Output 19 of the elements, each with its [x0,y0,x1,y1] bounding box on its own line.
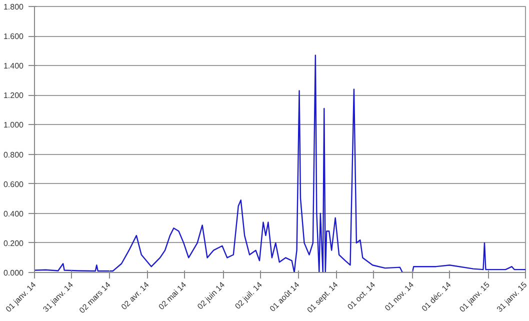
x-tick-label: 02 juil. 14 [233,280,264,311]
x-tick-label: 02 mai 14 [156,280,188,312]
y-tick-label: 0.800 [3,150,24,160]
y-tick-label: 0.000 [3,268,24,278]
y-tick-label: 0.200 [3,238,24,248]
x-tick-label: 02 avr. 14 [120,280,152,312]
x-tick-label: 02 juin 14 [196,280,228,312]
x-tick-label: 01 nov. 14 [383,280,416,313]
y-tick-label: 1.800 [3,2,24,12]
y-tick-label: 0.600 [3,180,24,189]
x-tick-label: 01 déc. 14 [420,280,454,314]
y-tick-label: 1.600 [3,32,24,42]
y-tick-label: 1.400 [3,62,24,71]
y-tick-label: 1.000 [3,120,24,130]
y-tick-label: 0.400 [3,209,24,218]
x-tick-label: 01 sept. 14 [305,280,340,315]
x-tick-label: 01 oct. 14 [346,280,378,312]
y-tick-label: 1.200 [3,91,24,100]
x-tick-label: 01 août 14 [268,280,302,314]
